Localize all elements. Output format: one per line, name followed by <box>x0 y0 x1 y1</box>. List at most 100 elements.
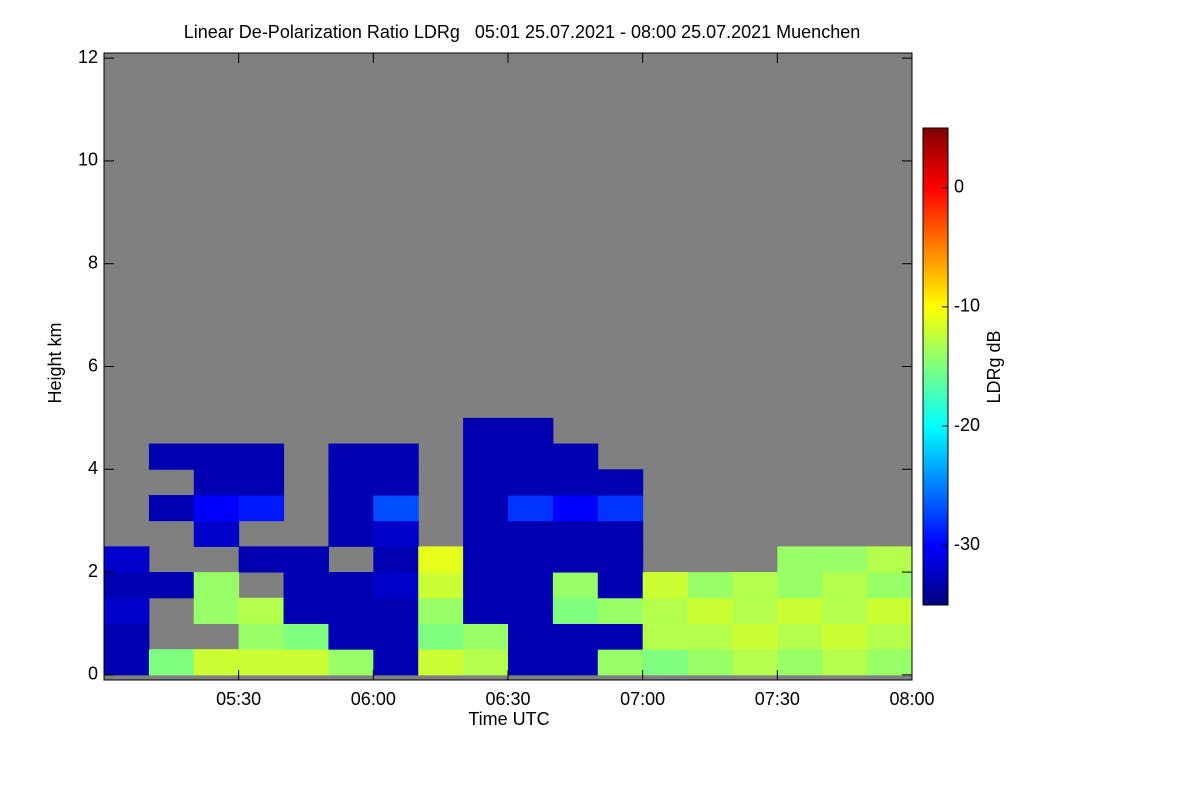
x-tick-label: 07:00 <box>620 689 665 709</box>
y-tick-label: 10 <box>78 150 98 170</box>
y-tick-label: 4 <box>88 458 98 478</box>
heatmap-cell <box>732 623 778 650</box>
heatmap-cell <box>283 546 329 573</box>
y-tick-label: 12 <box>78 47 98 67</box>
heatmap-cell <box>777 623 823 650</box>
heatmap-cell <box>867 546 913 573</box>
heatmap-cell <box>508 572 554 599</box>
heatmap-cell <box>777 597 823 624</box>
heatmap-cell <box>238 623 285 650</box>
heatmap-cell <box>597 572 644 599</box>
heatmap-cell <box>463 520 509 547</box>
heatmap-cell <box>148 494 195 522</box>
heatmap-cell <box>373 494 419 522</box>
heatmap-cell <box>552 572 599 599</box>
heatmap-cell <box>552 520 599 547</box>
heatmap-cell <box>238 597 285 624</box>
heatmap-cell <box>463 623 509 650</box>
y-tick-label: 6 <box>88 355 98 375</box>
heatmap-cell <box>418 649 464 676</box>
heatmap-cell <box>508 623 554 650</box>
heatmap-cell <box>552 469 599 496</box>
heatmap-cell <box>508 494 554 522</box>
heatmap-cell <box>732 649 778 676</box>
heatmap-cell <box>328 520 374 547</box>
heatmap-cell <box>687 649 733 676</box>
heatmap-cell <box>822 623 868 650</box>
heatmap-cell <box>597 494 644 522</box>
heatmap-cell <box>552 597 599 624</box>
heatmap-cell <box>597 469 644 496</box>
heatmap-cell <box>283 649 329 676</box>
heatmap-cell <box>148 443 195 470</box>
x-tick-label: 07:30 <box>755 689 800 709</box>
heatmap-cell <box>328 494 374 522</box>
x-tick-label: 08:00 <box>889 689 934 709</box>
heatmap-cell <box>238 469 285 496</box>
heatmap-cell <box>328 469 374 496</box>
heatmap-cell <box>642 572 689 599</box>
heatmap-cell <box>463 469 509 496</box>
colorbar-label: LDRg dB <box>984 330 1004 403</box>
heatmap-cell <box>732 597 778 624</box>
heatmap-cell <box>687 623 733 650</box>
heatmap-cell <box>822 597 868 624</box>
colorbar-tick-label: -30 <box>954 534 980 554</box>
heatmap-cell <box>552 623 599 650</box>
heatmap-cell <box>597 623 644 650</box>
colorbar-tick-label: -20 <box>954 415 980 435</box>
heatmap-cell <box>418 572 464 599</box>
heatmap-cell <box>193 597 240 624</box>
heatmap-cell <box>463 443 509 470</box>
heatmap-cell <box>642 649 689 676</box>
heatmap-cell <box>373 520 419 547</box>
heatmap-cell <box>104 623 150 650</box>
heatmap-cell <box>148 649 195 676</box>
heatmap-cell <box>373 597 419 624</box>
heatmap-cell <box>283 597 329 624</box>
heatmap-cell <box>777 649 823 676</box>
heatmap-cell <box>418 546 464 573</box>
heatmap-cell <box>328 597 374 624</box>
heatmap-cell <box>508 469 554 496</box>
heatmap-cell <box>193 572 240 599</box>
heatmap-cell <box>777 572 823 599</box>
heatmap-cell <box>373 469 419 496</box>
heatmap-cell <box>463 417 509 445</box>
colorbar <box>922 127 949 606</box>
heatmap-cell <box>822 649 868 676</box>
heatmap-cell <box>148 572 195 599</box>
heatmap-cell <box>642 597 689 624</box>
heatmap-cell <box>642 623 689 650</box>
heatmap-cell <box>193 494 240 522</box>
heatmap-cell <box>283 623 329 650</box>
colorbar-tick-label: -10 <box>954 296 980 316</box>
heatmap-cell <box>463 649 509 676</box>
heatmap-cell <box>552 546 599 573</box>
x-tick-label: 05:30 <box>216 689 261 709</box>
heatmap-cell <box>463 546 509 573</box>
heatmap-cell <box>238 494 285 522</box>
heatmap-cell <box>597 546 644 573</box>
heatmap-cell <box>193 520 240 547</box>
heatmap-cell <box>193 469 240 496</box>
heatmap-cell <box>193 649 240 676</box>
heatmap-cell <box>867 623 913 650</box>
heatmap-cell <box>238 443 285 470</box>
heatmap-cell <box>508 417 554 445</box>
heatmap-cell <box>508 443 554 470</box>
heatmap-cell <box>867 649 913 676</box>
heatmap-cell <box>777 546 823 573</box>
heatmap-cell <box>373 546 419 573</box>
heatmap-cell <box>104 597 150 624</box>
heatmap-cell <box>552 649 599 676</box>
heatmap-cell <box>597 520 644 547</box>
y-tick-label: 0 <box>88 664 98 684</box>
heatmap-cell <box>373 623 419 650</box>
heatmap-cell <box>508 649 554 676</box>
chart-title: Linear De-Polarization Ratio LDRg 05:01 … <box>184 22 860 42</box>
heatmap-cell <box>597 649 644 676</box>
heatmap-cell <box>328 443 374 470</box>
heatmap-cell <box>328 572 374 599</box>
